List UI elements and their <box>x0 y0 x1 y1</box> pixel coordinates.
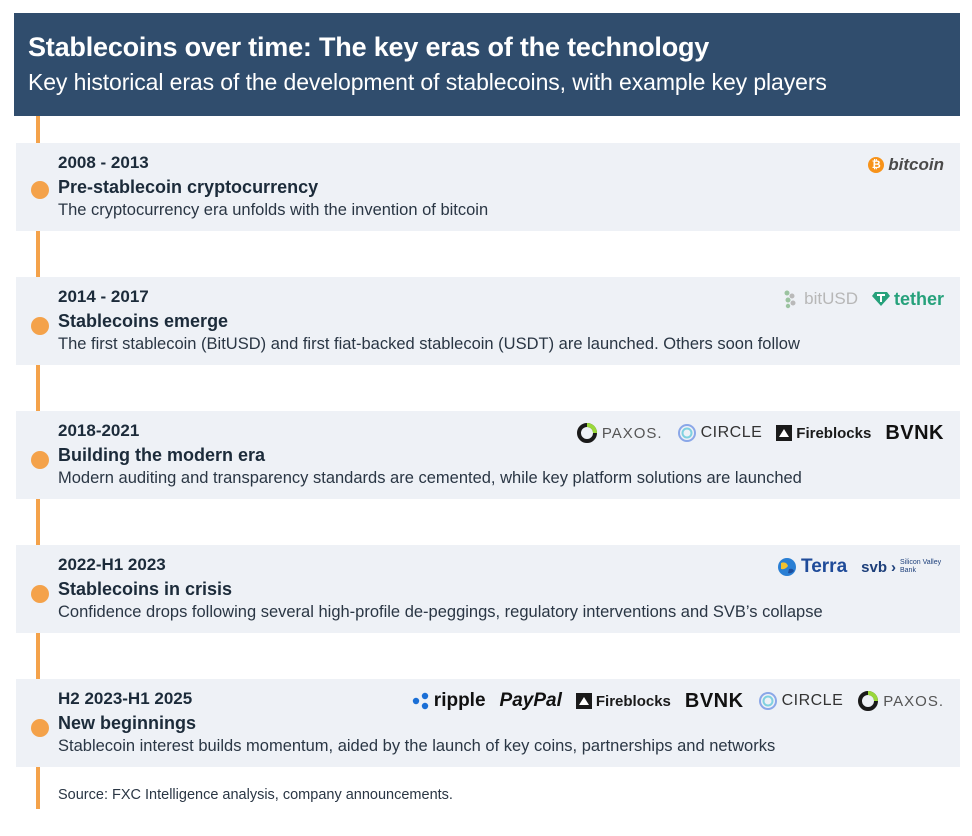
era-description: The first stablecoin (BitUSD) and first … <box>58 335 800 353</box>
bitcoin-logo-text: bitcoin <box>888 155 944 174</box>
era-card-h2-2023-h1-2025: H2 2023-H1 2025 New beginnings Stablecoi… <box>16 679 960 767</box>
era-name: New beginnings <box>58 713 197 733</box>
circle-logo-text: CIRCLE <box>781 692 844 709</box>
timeline-dot <box>31 451 49 469</box>
era-name: Building the modern era <box>58 445 266 465</box>
tether-logo: tether <box>871 288 944 310</box>
era-card-2014-2017: 2014 - 2017 Stablecoins emerge The first… <box>16 277 960 365</box>
era-years: 2022-H1 2023 <box>58 555 166 574</box>
page-title: Stablecoins over time: The key eras of t… <box>28 32 710 62</box>
paxos-logo-text: PAXOS. <box>883 692 944 710</box>
fireblocks-icon <box>776 425 793 441</box>
bitusd-logo-text: bitUSD <box>804 289 858 308</box>
bitusd-logo: bitUSD <box>782 289 858 309</box>
ripple-icon <box>412 692 428 710</box>
circle-logo-text: CIRCLE <box>700 424 763 441</box>
svb-logo-subtext: Silicon Valley Bank <box>900 559 942 574</box>
circle-icon <box>758 692 777 710</box>
era-logos: ripple PayPal Fireblocks BVNK CIRCLE PAX… <box>412 688 944 714</box>
bvnk-logo: BVNK <box>885 422 944 445</box>
terra-logo: Terra <box>777 556 847 578</box>
bvnk-logo-text: BVNK <box>684 689 744 712</box>
terra-icon <box>778 558 797 576</box>
ripple-logo: ripple <box>412 690 486 712</box>
fireblocks-logo-text: Fireblocks <box>595 692 671 710</box>
fireblocks-logo: Fireblocks <box>575 692 671 710</box>
ripple-logo-text: ripple <box>433 690 486 711</box>
paxos-logo: PAXOS. <box>857 690 944 712</box>
terra-logo-text: Terra <box>801 556 848 577</box>
tether-logo-text: tether <box>893 288 944 309</box>
bvnk-logo: BVNK <box>685 690 744 713</box>
era-description: Stablecoin interest builds momentum, aid… <box>58 737 776 755</box>
bitcoin-logo: ₿ bitcoin <box>868 155 944 175</box>
era-name: Pre-stablecoin cryptocurrency <box>58 177 319 197</box>
circle-logo: CIRCLE <box>758 691 844 711</box>
era-years: 2018-2021 <box>58 421 140 440</box>
era-logos: ₿ bitcoin <box>868 152 944 178</box>
era-name: Stablecoins emerge <box>58 311 229 331</box>
paxos-logo: PAXOS. <box>576 422 663 444</box>
era-description: Modern auditing and transparency standar… <box>58 469 802 487</box>
fireblocks-logo-text: Fireblocks <box>796 424 872 442</box>
paxos-icon <box>576 423 597 443</box>
era-description: The cryptocurrency era unfolds with the … <box>58 201 489 219</box>
bitcoin-icon: ₿ <box>868 157 885 173</box>
chevron-right-icon: › <box>891 558 896 576</box>
paxos-icon <box>858 691 879 711</box>
timeline-dot <box>31 317 49 335</box>
circle-logo: CIRCLE <box>677 423 763 443</box>
era-description: Confidence drops following several high-… <box>58 603 823 621</box>
paypal-logo: PayPal <box>500 690 562 712</box>
era-years: 2008 - 2013 <box>58 153 149 172</box>
era-logos: Terra svb › Silicon Valley Bank <box>777 554 944 580</box>
timeline-dot <box>31 181 49 199</box>
source-note: Source: FXC Intelligence analysis, compa… <box>58 787 453 803</box>
era-logos: bitUSD tether <box>782 286 944 312</box>
tether-icon <box>871 292 890 306</box>
era-card-2008-2013: 2008 - 2013 Pre-stablecoin cryptocurrenc… <box>16 143 960 231</box>
page-subtitle: Key historical eras of the development o… <box>28 69 827 95</box>
era-logos: PAXOS. CIRCLE Fireblocks BVNK <box>576 420 944 446</box>
timeline-dot <box>31 585 49 603</box>
svb-logo: svb › Silicon Valley Bank <box>861 559 944 576</box>
timeline-dot <box>31 719 49 737</box>
fireblocks-icon <box>575 693 592 709</box>
paypal-logo-text: PayPal <box>499 690 562 711</box>
bitusd-icon <box>784 290 796 309</box>
era-name: Stablecoins in crisis <box>58 579 233 599</box>
era-years: 2014 - 2017 <box>58 287 149 306</box>
fireblocks-logo: Fireblocks <box>776 425 871 442</box>
era-years: H2 2023-H1 2025 <box>58 689 193 708</box>
era-card-2018-2021: 2018-2021 Building the modern era Modern… <box>16 411 960 499</box>
paxos-logo-text: PAXOS. <box>601 424 663 442</box>
circle-icon <box>677 424 696 442</box>
bvnk-logo-text: BVNK <box>885 421 944 444</box>
header-banner: Stablecoins over time: The key eras of t… <box>14 13 960 116</box>
svb-logo-text: svb <box>861 558 887 576</box>
era-card-2022-h1-2023: 2022-H1 2023 Stablecoins in crisis Confi… <box>16 545 960 633</box>
